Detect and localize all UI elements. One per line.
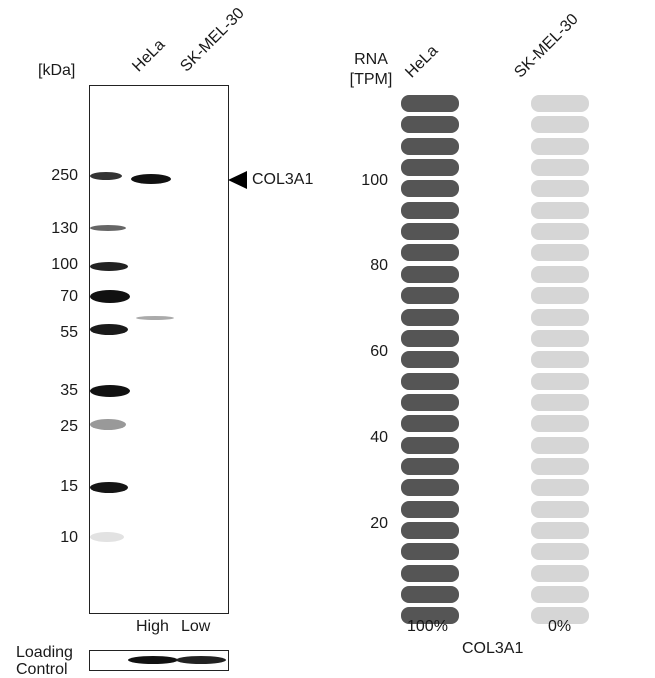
marker-label-10: 10 [60, 529, 78, 546]
loading-control-label-line1: Loading [16, 644, 73, 661]
rna-pill [401, 564, 459, 582]
rna-tick-100: 100 [361, 172, 388, 189]
ladder-band-15 [90, 482, 128, 493]
rna-pill [401, 265, 459, 283]
rna-pill [401, 116, 459, 134]
target-protein-label: COL3A1 [252, 171, 314, 188]
rna-pill [531, 586, 589, 604]
hela-faint-band [136, 316, 174, 320]
rna-pill [401, 180, 459, 198]
kda-unit-label: [kDa] [38, 62, 76, 79]
rna-pill [531, 393, 589, 411]
loading-band-hela [128, 656, 178, 664]
rna-pill [531, 137, 589, 155]
hela-col3a1-band [131, 174, 171, 184]
rna-pill [531, 607, 589, 625]
rna-pill [531, 223, 589, 241]
rna-percent-skmel30: 0% [548, 618, 572, 635]
rna-pill [401, 329, 459, 347]
target-arrow-icon [228, 171, 247, 189]
rna-percent-hela: 100% [407, 618, 448, 635]
rna-pill [401, 201, 459, 219]
ladder-band-250 [90, 172, 122, 180]
rna-header-line1: RNA [354, 51, 388, 68]
rna-pill [401, 543, 459, 561]
rna-pill [401, 415, 459, 433]
rna-pill [531, 95, 589, 112]
rna-pill [531, 500, 589, 518]
lane-level-low: Low [181, 618, 211, 635]
rna-pill [531, 479, 589, 497]
rna-tick-80: 80 [370, 257, 388, 274]
ladder-band-10 [90, 532, 124, 542]
rna-header-line2: [TPM] [349, 71, 393, 88]
rna-pill [401, 457, 459, 475]
marker-label-250: 250 [51, 167, 78, 184]
rna-pill [531, 180, 589, 198]
rna-pill [531, 436, 589, 454]
marker-label-55: 55 [60, 324, 78, 341]
rna-pill [531, 329, 589, 347]
marker-label-15: 15 [60, 478, 78, 495]
lane-level-high: High [136, 618, 169, 635]
western-blot-image [89, 85, 229, 614]
rna-pill [531, 351, 589, 369]
loading-band-skmel30 [176, 656, 226, 664]
loading-control-label-line2: Control [16, 661, 68, 678]
ladder-band-70 [90, 290, 130, 303]
rna-pill [531, 543, 589, 561]
loading-control-label: Loading Control [16, 644, 73, 678]
ladder-band-35 [90, 385, 130, 397]
rna-tick-40: 40 [370, 429, 388, 446]
marker-label-70: 70 [60, 288, 78, 305]
ladder-band-25 [90, 419, 126, 430]
rna-pill [531, 201, 589, 219]
rna-pill [401, 159, 459, 177]
rna-pill [531, 415, 589, 433]
blot-lane-label-skmel30: SK-MEL-30 [177, 4, 248, 76]
marker-label-35: 35 [60, 382, 78, 399]
blot-lane-label-hela: HeLa [129, 36, 169, 76]
rna-pill [531, 372, 589, 390]
ladder-band-55 [90, 324, 128, 335]
ladder-band-100 [90, 262, 128, 271]
rna-pill [401, 586, 459, 604]
marker-label-25: 25 [60, 418, 78, 435]
rna-pill [531, 287, 589, 305]
rna-gene-label: COL3A1 [462, 640, 524, 657]
rna-pill [401, 244, 459, 262]
rna-pill [401, 522, 459, 539]
rna-pill [401, 351, 459, 369]
marker-label-130: 130 [51, 220, 78, 237]
rna-tick-60: 60 [370, 343, 388, 360]
ladder-band-130 [90, 225, 126, 231]
rna-pill [531, 116, 589, 134]
rna-pill [401, 95, 459, 112]
rna-pill [401, 393, 459, 411]
rna-pill [401, 607, 459, 625]
rna-pill [531, 244, 589, 262]
rna-pill [401, 223, 459, 241]
rna-pill [531, 564, 589, 582]
rna-pill [531, 522, 589, 539]
rna-tick-20: 20 [370, 515, 388, 532]
rna-pill [401, 372, 459, 390]
rna-lane-label-hela: HeLa [402, 42, 442, 82]
loading-control-image [89, 650, 229, 671]
rna-pill [401, 500, 459, 518]
marker-label-100: 100 [51, 256, 78, 273]
rna-pill [531, 308, 589, 326]
rna-header: RNA [TPM] [346, 50, 396, 90]
rna-pill [401, 137, 459, 155]
rna-pill [401, 308, 459, 326]
rna-lane-label-skmel30: SK-MEL-30 [511, 10, 582, 82]
rna-pill [531, 265, 589, 283]
rna-pill [401, 287, 459, 305]
rna-pill [401, 479, 459, 497]
rna-pill [401, 436, 459, 454]
rna-pill [531, 159, 589, 177]
rna-pill [531, 457, 589, 475]
